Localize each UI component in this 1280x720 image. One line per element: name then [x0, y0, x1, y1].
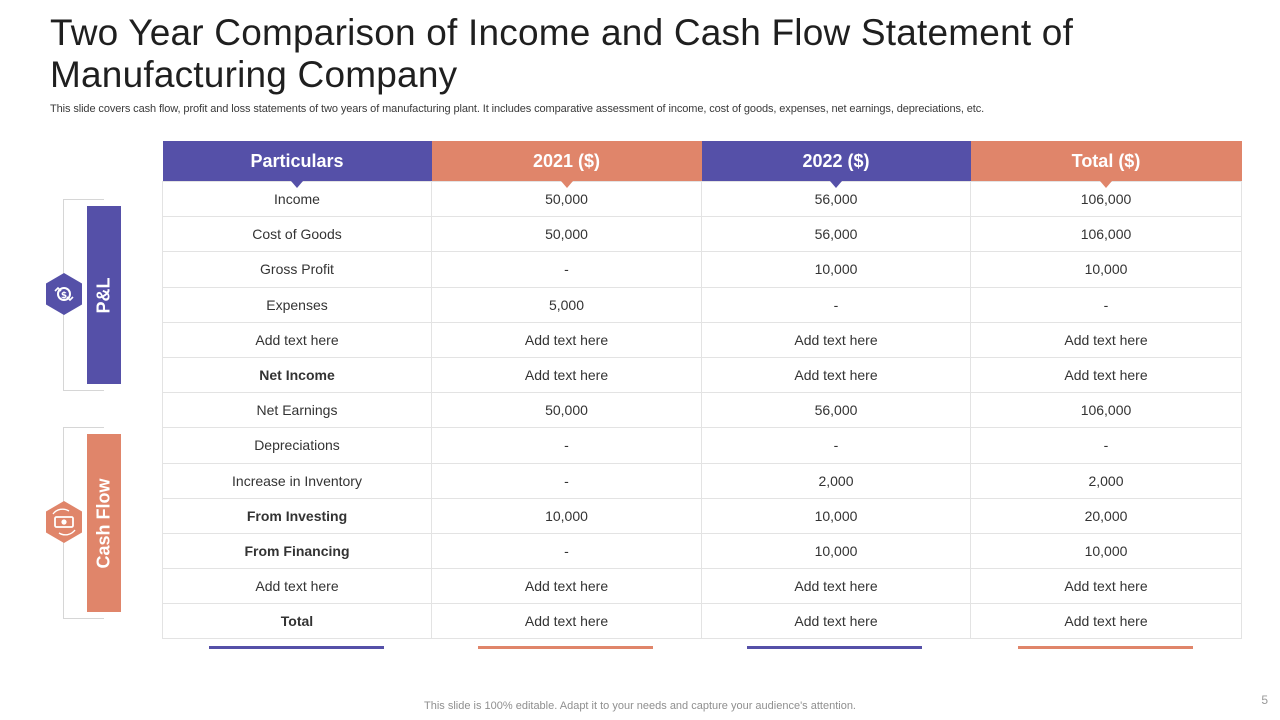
table-row: Cost of Goods 50,000 56,000 106,000: [162, 216, 1242, 253]
cell-2021: 50,000: [431, 392, 702, 429]
row-label: Add text here: [162, 568, 432, 605]
header-pointer: [291, 181, 303, 188]
footer-note: This slide is 100% editable. Adapt it to…: [424, 700, 856, 712]
cell-total: Add text here: [970, 356, 1242, 394]
cell-2021: Add text here: [431, 603, 702, 640]
slide-subtitle: This slide covers cash flow, profit and …: [50, 103, 985, 115]
table-row: Net Earnings 50,000 56,000 106,000: [162, 392, 1242, 429]
row-label: Net Earnings: [162, 392, 432, 429]
cell-2022: -: [701, 427, 971, 464]
pl-label: P&L: [93, 277, 114, 313]
cell-2021: Add text here: [431, 568, 702, 605]
cell-2021: 50,000: [431, 216, 702, 253]
table-row: Net Income Add text here Add text here Add …: [162, 356, 1242, 394]
cell-2022: Add text here: [701, 603, 971, 640]
cell-2021: -: [431, 462, 702, 499]
row-label: Gross Profit: [162, 251, 432, 288]
cashflow-label: Cash Flow: [93, 477, 114, 569]
svg-text:$: $: [61, 291, 67, 301]
header-pointer: [560, 181, 573, 188]
cell-2021: Add text here: [431, 321, 702, 358]
row-label: From Investing: [162, 497, 432, 534]
cell-2022: 2,000: [701, 462, 971, 499]
row-label: Expenses: [162, 286, 432, 323]
header-total: Total ($): [970, 141, 1242, 188]
table-row: Increase in Inventory -2,000 2,000: [162, 462, 1242, 499]
cell-2021: -: [431, 427, 702, 464]
header-pointer: [830, 181, 842, 188]
table-row: Depreciations - - -: [162, 427, 1242, 464]
header-2022: 2022 ($): [701, 141, 971, 188]
cell-total: 106,000: [970, 216, 1242, 253]
row-label: From Financing: [162, 532, 432, 570]
cell-total: 10,000: [970, 532, 1242, 570]
table-row: Add text here Add text here Add text here A…: [162, 568, 1242, 605]
table-row: Add text here Add text here Add text here A…: [162, 321, 1242, 358]
cash-cycle-icon: [46, 501, 82, 543]
cell-total: 20,000: [970, 497, 1242, 534]
cell-total: 106,000: [970, 392, 1242, 429]
column-underline: [478, 646, 653, 649]
cell-2022: 10,000: [701, 251, 971, 288]
cell-2022: Add text here: [701, 321, 971, 358]
cell-total: Add text here: [970, 603, 1242, 640]
header-pointer: [1100, 181, 1112, 188]
row-label: Total: [162, 603, 432, 640]
cell-2021: 10,000: [431, 497, 702, 534]
cell-2022: 10,000: [701, 497, 971, 534]
cell-total: Add text here: [970, 568, 1242, 605]
row-label: Depreciations: [162, 427, 432, 464]
row-label: Add text here: [162, 321, 432, 358]
slide-title: Two Year Comparison of Income and Cash F…: [50, 12, 1074, 95]
cell-2022: 56,000: [701, 392, 971, 429]
header-particulars: Particulars: [162, 141, 432, 188]
cell-total: Add text here: [970, 321, 1242, 358]
row-label: Net Income: [162, 356, 432, 394]
cell-total: -: [970, 427, 1242, 464]
cashflow-label-bar: Cash Flow: [87, 434, 121, 612]
column-underline: [1018, 646, 1193, 649]
table-row: From Financing -10,000 10,000: [162, 532, 1242, 570]
cell-2021: 5,000: [431, 286, 702, 323]
cell-2022: 10,000: [701, 532, 971, 570]
cell-2021: Add text here: [431, 356, 702, 394]
table-row: Income 50,000 56,000 106,000: [162, 180, 1242, 218]
cell-2021: -: [431, 532, 702, 570]
pl-label-bar: P&L: [87, 206, 121, 384]
cell-2022: Add text here: [701, 356, 971, 394]
page-number: 5: [1261, 693, 1268, 707]
column-underline: [747, 646, 922, 649]
row-label: Increase in Inventory: [162, 462, 432, 499]
cell-2021: -: [431, 251, 702, 288]
cell-total: -: [970, 286, 1242, 323]
table-row: From Investing 10,000 10,000 20,000: [162, 497, 1242, 534]
cell-2022: Add text here: [701, 568, 971, 605]
table-row: Expenses 5,000- -: [162, 286, 1242, 323]
cell-total: 2,000: [970, 462, 1242, 499]
header-2021: 2021 ($): [431, 141, 702, 188]
comparison-table: Particulars 2021 ($) 2022 ($) Total ($) …: [162, 141, 1242, 649]
money-exchange-icon: $: [46, 273, 82, 315]
row-label: Cost of Goods: [162, 216, 432, 253]
column-underline: [209, 646, 384, 649]
table-row: Total Add text here Add text here Add text …: [162, 603, 1242, 640]
cell-2022: 56,000: [701, 216, 971, 253]
table-row: Gross Profit -10,000 10,000: [162, 251, 1242, 288]
cell-total: 10,000: [970, 251, 1242, 288]
cell-2022: -: [701, 286, 971, 323]
